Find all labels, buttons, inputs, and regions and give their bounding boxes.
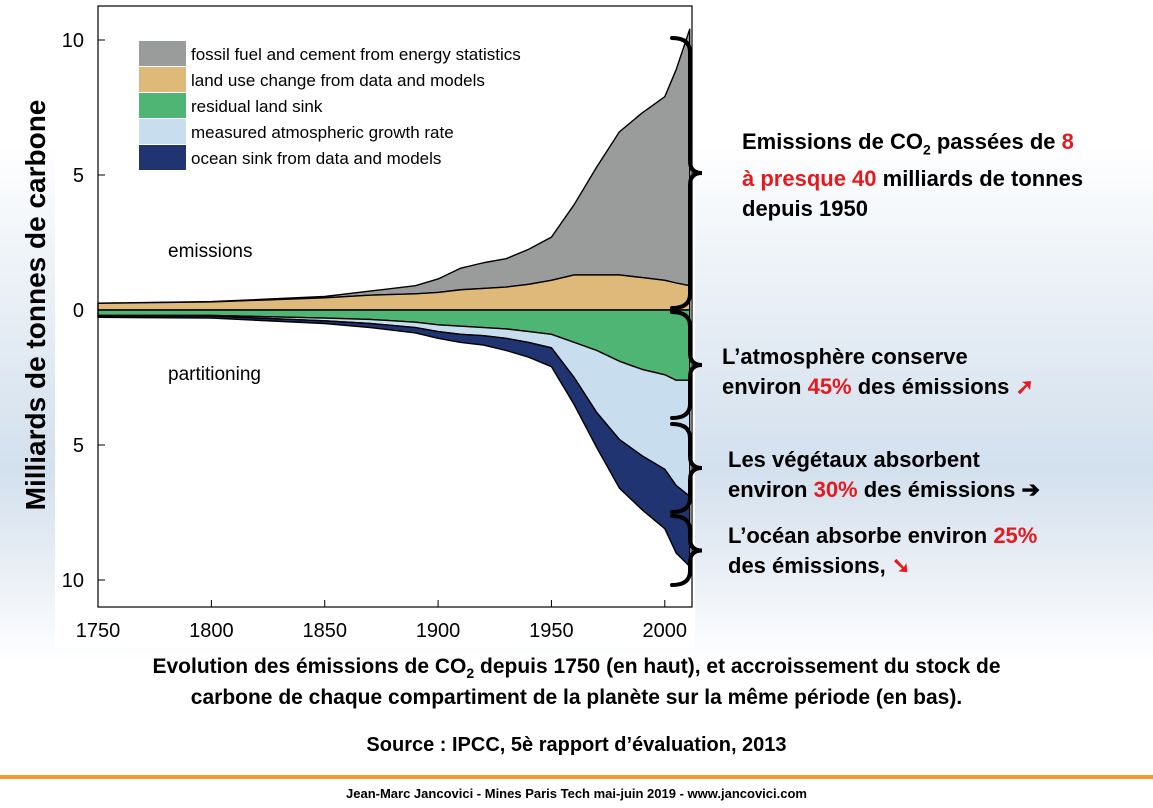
legend-label: measured atmospheric growth rate bbox=[191, 123, 454, 142]
arrow-right-icon: ➔ bbox=[1021, 477, 1040, 502]
annotation-ocean: L’océan absorbe environ 25% des émission… bbox=[728, 521, 1037, 581]
x-tick-label: 2000 bbox=[643, 620, 688, 642]
legend-label: fossil fuel and cement from energy stati… bbox=[191, 45, 521, 64]
legend-swatch bbox=[139, 119, 186, 144]
legend-swatch bbox=[139, 67, 186, 92]
brace-atmosphere bbox=[670, 310, 703, 420]
annotation-atmosphere: L’atmosphère conserve environ 45% des ém… bbox=[722, 342, 1034, 402]
footer-divider bbox=[0, 775, 1153, 779]
x-tick-label: 1900 bbox=[416, 620, 461, 642]
legend-label: residual land sink bbox=[191, 97, 323, 116]
caption-line2: carbone de chaque compartiment de la pla… bbox=[190, 686, 963, 709]
annotation-emissions-text2: passées de bbox=[930, 129, 1062, 154]
annotation-vegetation-red: 30% bbox=[813, 477, 858, 502]
caption-source: Source : IPCC, 5è rapport d’évaluation, … bbox=[366, 734, 787, 756]
brace-ocean bbox=[670, 514, 703, 587]
legend-label: land use change from data and models bbox=[191, 71, 485, 90]
annotation-ocean-line2: des émissions, bbox=[728, 553, 892, 578]
legend-swatch bbox=[139, 93, 186, 118]
annotation-emissions-red2: à presque 40 bbox=[742, 166, 877, 192]
caption-line1-sub: 2 bbox=[466, 665, 475, 682]
annotation-atmosphere-red: 45% bbox=[807, 374, 852, 399]
arrow-down-right-icon: ➘ bbox=[891, 553, 911, 578]
annotation-ocean-pre: L’océan absorbe environ bbox=[728, 523, 994, 548]
legend-label: ocean sink from data and models bbox=[191, 149, 441, 168]
brace-emissions bbox=[670, 36, 703, 310]
annotation-emissions-red1: 8 bbox=[1061, 129, 1074, 154]
annotation-emissions-sub: 2 bbox=[922, 141, 931, 158]
annotation-emissions-text1: Emissions de CO bbox=[742, 129, 923, 154]
plot-annotation-emissions: emissions bbox=[168, 241, 252, 262]
annotation-atmosphere-line1: L’atmosphère conserve bbox=[722, 344, 968, 369]
caption-line1: Evolution des émissions de CO2 depuis 17… bbox=[0, 652, 1153, 688]
annotation-atmosphere-pre: environ bbox=[722, 374, 808, 399]
annotation-vegetation-post: des émissions bbox=[857, 477, 1022, 502]
legend-swatch bbox=[139, 41, 186, 66]
annotation-ocean-red: 25% bbox=[993, 523, 1038, 548]
y-tick-label: 10 bbox=[62, 30, 84, 52]
annotation-vegetation-pre: environ bbox=[728, 477, 814, 502]
annotation-vegetation-line1: Les végétaux absorbent bbox=[728, 447, 980, 472]
x-tick-label: 1750 bbox=[76, 620, 121, 642]
annotation-emissions-text4: depuis 1950 bbox=[742, 196, 868, 222]
y-tick-label: 0 bbox=[73, 300, 84, 322]
legend-swatch bbox=[139, 145, 186, 170]
annotation-emissions-text3: milliards de tonnes bbox=[876, 166, 1084, 192]
x-tick-label: 1950 bbox=[529, 620, 574, 642]
y-tick-label: 10 bbox=[62, 570, 84, 592]
y-tick-label: 5 bbox=[73, 435, 84, 457]
annotation-vegetation: Les végétaux absorbent environ 30% des é… bbox=[728, 445, 1040, 505]
caption-line1-pre: Evolution des émissions de CO bbox=[152, 655, 467, 678]
y-tick-label: 5 bbox=[73, 165, 84, 187]
caption-line1-post: depuis 1750 (en haut), et accroissement … bbox=[474, 655, 1001, 678]
annotation-atmosphere-post: des émissions bbox=[851, 374, 1016, 399]
plot-annotation-partitioning: partitioning bbox=[168, 364, 261, 385]
brace-vegetation bbox=[670, 422, 703, 514]
x-tick-label: 1850 bbox=[302, 620, 347, 642]
annotation-emissions: Emissions de CO2 passées de 8 à presque … bbox=[742, 127, 1083, 224]
arrow-up-right-icon: ➚ bbox=[1015, 374, 1034, 399]
footer-credit: Jean-Marc Jancovici - Mines Paris Tech m… bbox=[346, 786, 807, 801]
x-tick-label: 1800 bbox=[189, 620, 234, 642]
